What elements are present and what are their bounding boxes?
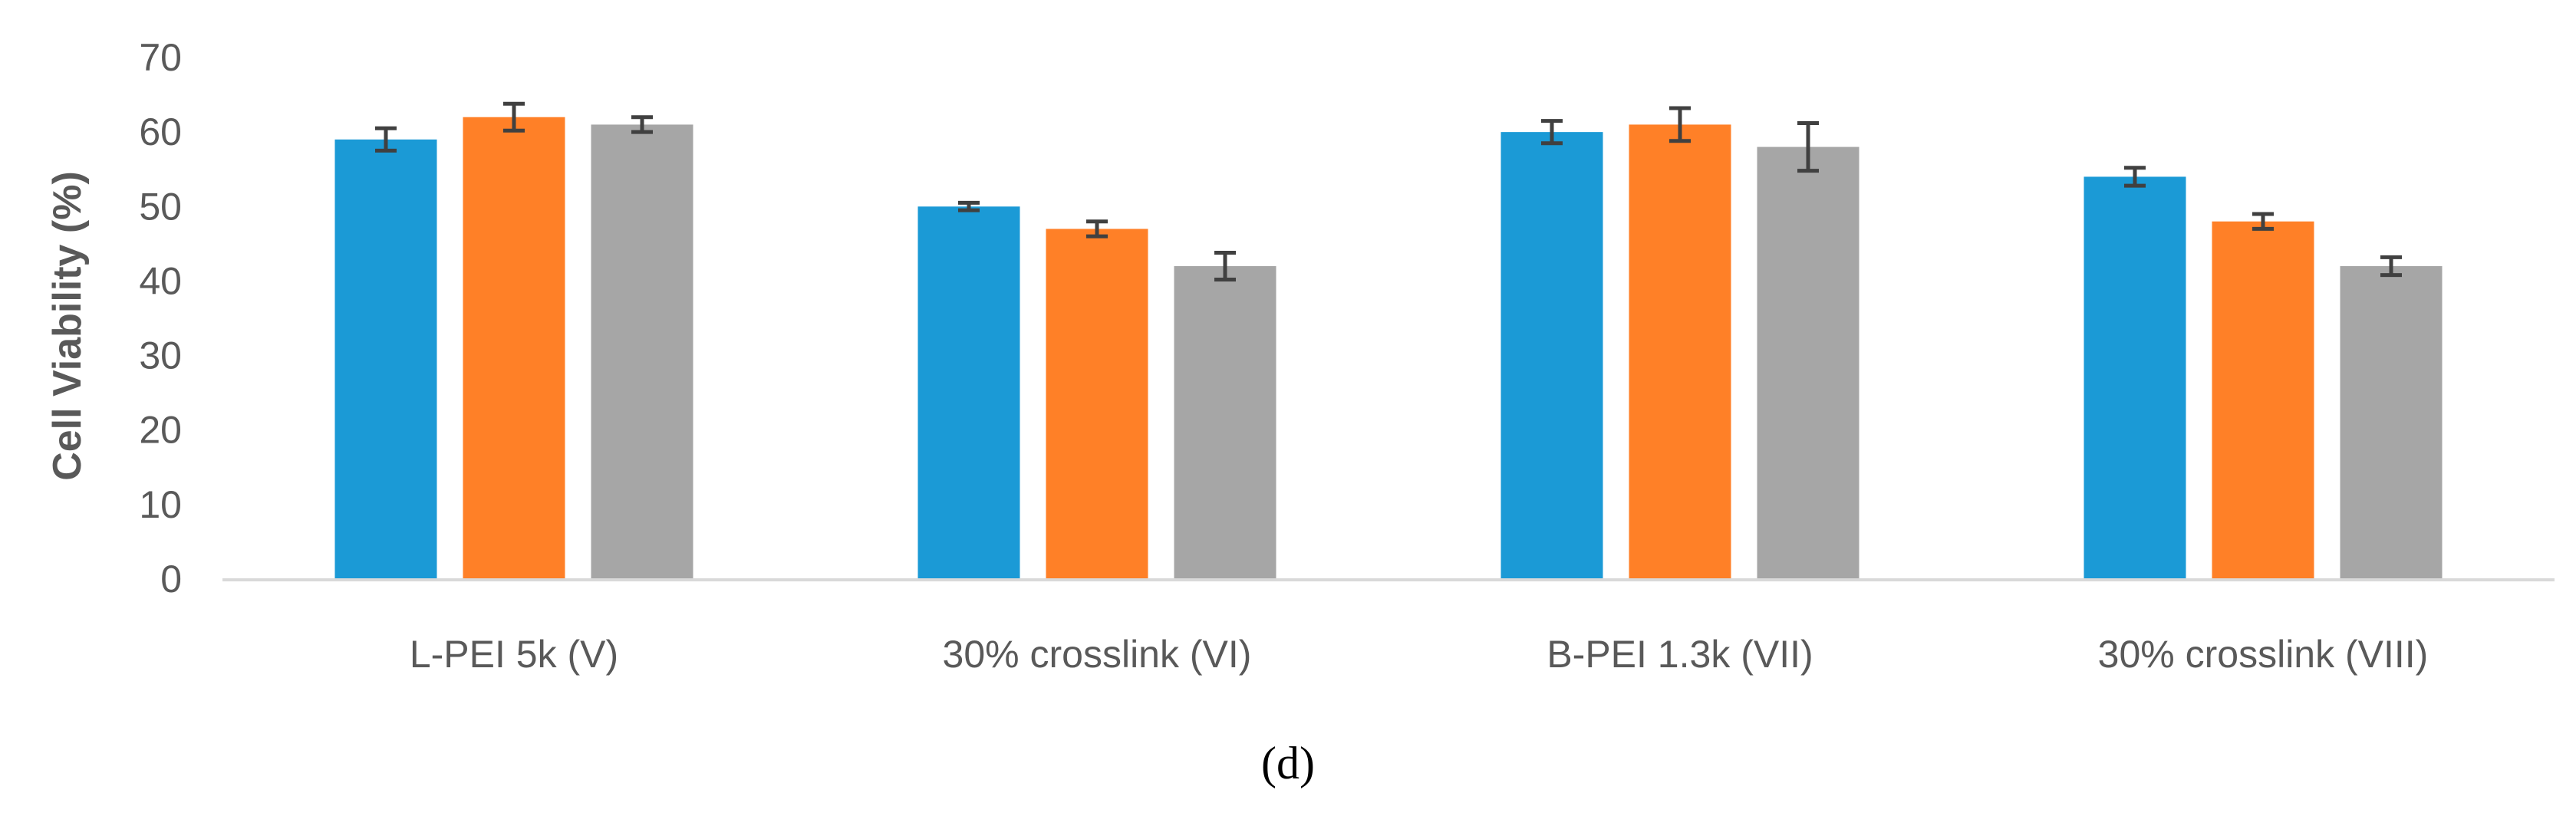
error-bar [2380,255,2402,278]
error-bar [375,126,397,153]
y-tick-label: 30 [139,334,182,377]
x-category-label: L-PEI 5k (V) [410,633,618,676]
error-bars [375,101,2402,281]
error-bar [1797,120,1819,173]
error-bar [503,101,525,133]
bar [2212,221,2314,579]
y-tick-label: 60 [139,110,182,153]
bar [1046,229,1148,579]
bars [334,117,2443,580]
bar [1757,146,1860,580]
error-bar [2124,166,2146,188]
panel-label: (d) [1261,738,1315,788]
y-tick-label: 70 [139,36,182,79]
bar [2084,176,2186,579]
error-bar [1669,106,1691,143]
y-tick-label: 10 [139,483,182,526]
error-bar [1541,119,1563,146]
x-category-label: B-PEI 1.3k (VII) [1547,633,1813,676]
bar [591,124,693,579]
bar [1500,132,1603,580]
y-tick-label: 50 [139,185,182,228]
bar [463,117,565,579]
error-bar [958,200,980,212]
bar [1629,124,1731,579]
x-category-label: 30% crosslink (VIII) [2098,633,2429,676]
error-bar [2252,212,2274,231]
bar [2340,266,2443,579]
bar [1174,266,1276,579]
error-bar [631,115,653,134]
error-bar [1214,251,1236,281]
error-bar [1086,219,1108,239]
x-axis-categories: L-PEI 5k (V) 30% crosslink (VI) B-PEI 1.3k… [410,633,2428,676]
y-tick-label: 0 [160,558,182,601]
y-tick-label: 40 [139,259,182,302]
y-tick-label: 20 [139,409,182,452]
bar [334,139,437,579]
bar [917,206,1020,579]
x-category-label: 30% crosslink (VI) [943,633,1252,676]
y-axis-ticks: 0 10 20 30 40 50 60 70 [139,36,182,601]
y-axis-title: Cell Viability (%) [45,171,90,481]
